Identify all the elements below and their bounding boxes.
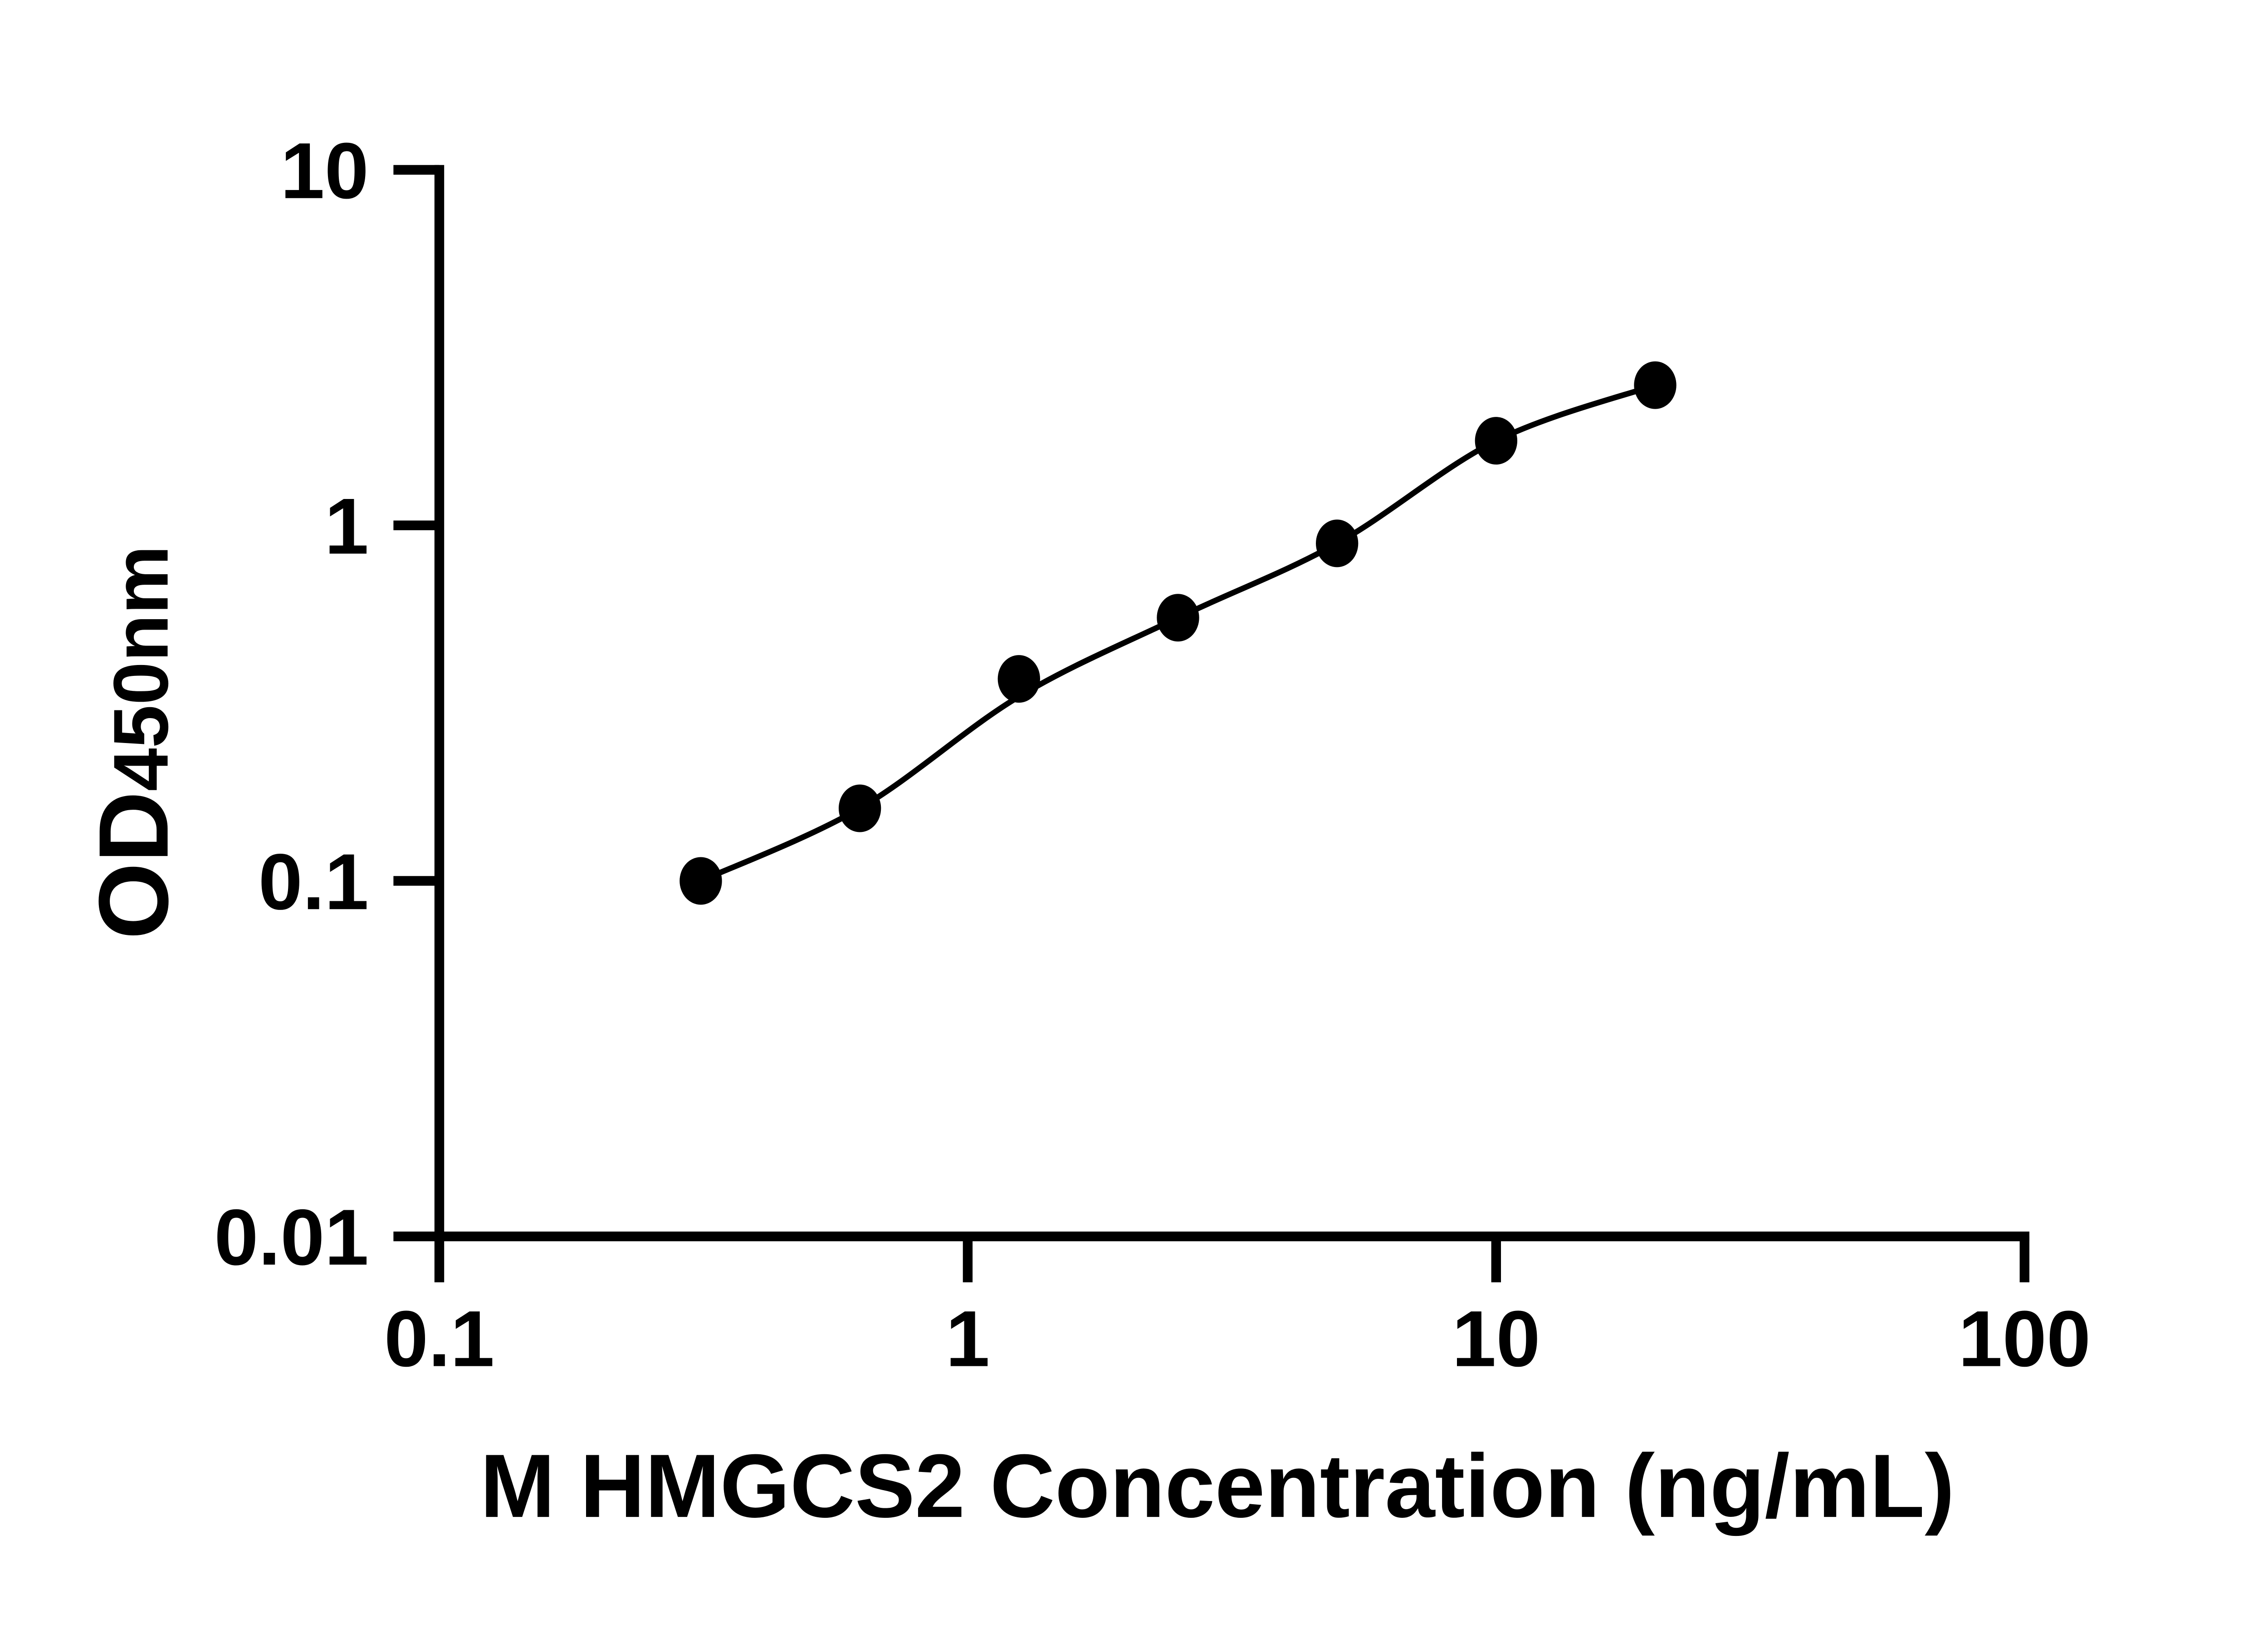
data-point — [997, 655, 1040, 703]
y-tick-label: 0.1 — [259, 838, 369, 926]
data-point — [1315, 519, 1359, 567]
y-tick-label: 1 — [325, 482, 369, 571]
data-point — [679, 857, 722, 905]
x-axis-title: M HMGCS2 Concentration (ng/mL) — [480, 1436, 1955, 1536]
data-point — [1475, 417, 1518, 465]
y-tick-label: 10 — [280, 127, 369, 215]
data-point — [1634, 361, 1677, 409]
x-tick-label: 1 — [946, 1295, 990, 1384]
x-tick-label: 10 — [1452, 1295, 1540, 1384]
y-tick-label: 0.01 — [214, 1193, 369, 1282]
x-tick-label: 0.1 — [384, 1295, 494, 1384]
x-tick-label: 100 — [1958, 1295, 2091, 1384]
y-axis-title: OD450nm — [79, 545, 189, 939]
y-axis-title-main: OD — [79, 791, 189, 939]
data-point — [1157, 594, 1199, 642]
y-axis-title-sub: 450nm — [98, 545, 185, 791]
data-point — [838, 784, 881, 832]
